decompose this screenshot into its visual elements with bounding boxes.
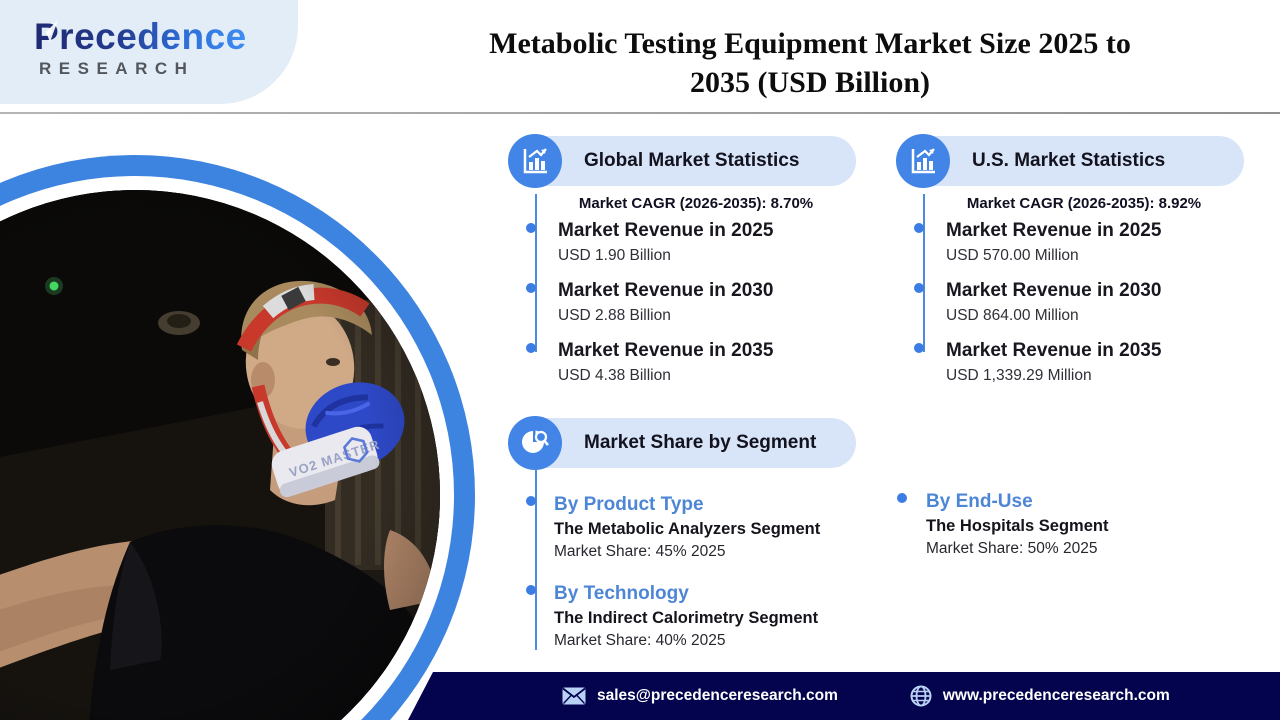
connector-line <box>535 194 537 352</box>
segment-product-type: By Product Type The Metabolic Analyzers … <box>510 494 856 561</box>
bar-chart-icon <box>896 134 950 188</box>
photo-illustration: VO2 MASTER <box>0 190 440 720</box>
global-revenue-2035: Market Revenue in 2035 USD 4.38 Billion <box>510 340 856 385</box>
logo-panel: Precedence RESEARCH <box>0 0 298 104</box>
global-stats-header: Global Market Statistics <box>508 134 856 188</box>
bullet-icon <box>526 584 536 595</box>
bullet-icon <box>526 343 536 353</box>
segment-share-right-column: By End-Use The Hospitals Segment Market … <box>881 491 1251 580</box>
bullet-icon <box>526 223 536 233</box>
bullet-icon <box>914 283 924 293</box>
page-title-line1: Metabolic Testing Equipment Market Size … <box>489 27 1131 60</box>
paper-plane-icon <box>38 20 58 42</box>
page-title-line2: 2035 (USD Billion) <box>689 66 931 99</box>
bar-chart-icon <box>508 134 562 188</box>
segment-technology: By Technology The Indirect Calorimetry S… <box>510 583 856 650</box>
us-stats-title: U.S. Market Statistics <box>972 150 1166 171</box>
bullet-icon <box>526 496 536 506</box>
global-stats-panel: Global Market Statistics Market CAGR (20… <box>508 134 856 400</box>
segment-share-panel: Market Share by Segment By Product Type … <box>508 416 856 672</box>
photo-man-metabolic-mask: VO2 MASTER <box>0 190 440 720</box>
segment-share-title: Market Share by Segment <box>584 432 817 453</box>
bullet-icon <box>914 223 924 233</box>
us-stats-panel: U.S. Market Statistics Market CAGR (2026… <box>896 134 1244 400</box>
photo-ring: VO2 MASTER <box>0 155 475 720</box>
bullet-icon <box>914 343 924 353</box>
us-revenue-2025: Market Revenue in 2025 USD 570.00 Millio… <box>898 220 1244 265</box>
global-revenue-2025: Market Revenue in 2025 USD 1.90 Billion <box>510 220 856 265</box>
bullet-icon <box>526 283 536 293</box>
global-stats-title: Global Market Statistics <box>584 150 800 171</box>
segment-end-use: By End-Use The Hospitals Segment Market … <box>881 491 1251 558</box>
pie-search-icon <box>508 416 562 470</box>
header-divider <box>0 112 1280 114</box>
footer-email[interactable]: sales@precedenceresearch.com <box>562 687 838 705</box>
global-revenue-2030: Market Revenue in 2030 USD 2.88 Billion <box>510 280 856 325</box>
footer-website-text: www.precedenceresearch.com <box>942 687 1170 704</box>
us-revenue-2030: Market Revenue in 2030 USD 864.00 Millio… <box>898 280 1244 325</box>
brand-subtitle: RESEARCH <box>39 59 195 78</box>
footer-bar: sales@precedenceresearch.com www.precede… <box>408 672 1280 720</box>
envelope-icon <box>562 687 586 705</box>
us-stats-header: U.S. Market Statistics <box>896 134 1244 188</box>
globe-icon <box>910 685 932 707</box>
footer-website[interactable]: www.precedenceresearch.com <box>910 685 1170 707</box>
segment-share-header: Market Share by Segment <box>508 416 856 470</box>
connector-line <box>923 194 925 352</box>
page-title: Metabolic Testing Equipment Market Size … <box>420 24 1200 102</box>
brand-logo: Precedence RESEARCH <box>34 16 247 79</box>
connector-line <box>535 468 537 650</box>
us-revenue-2035: Market Revenue in 2035 USD 1,339.29 Mill… <box>898 340 1244 385</box>
brand-name: Precedence <box>34 16 247 57</box>
footer-email-text: sales@precedenceresearch.com <box>597 687 838 704</box>
us-cagr: Market CAGR (2026-2035): 8.92% <box>966 195 1202 212</box>
bullet-icon <box>897 493 907 503</box>
global-cagr: Market CAGR (2026-2035): 8.70% <box>578 195 814 212</box>
